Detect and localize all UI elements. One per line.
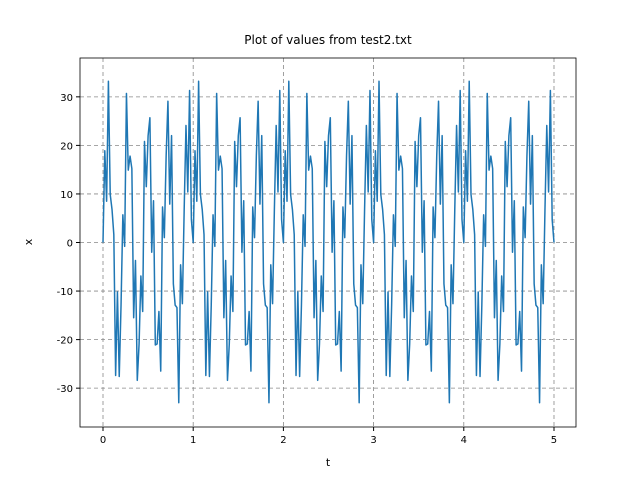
x-tick-label: 2: [280, 435, 286, 446]
y-tick-label: 0: [67, 239, 73, 250]
y-tick-label: -30: [57, 384, 73, 395]
x-tick-label: 4: [461, 435, 467, 446]
data-line: [102, 80, 555, 404]
x-tick-label: 0: [100, 435, 106, 446]
x-axis-label: t: [326, 456, 331, 469]
x-tick-label: 1: [190, 435, 196, 446]
x-tick-label: 3: [370, 435, 376, 446]
y-tick-label: 10: [60, 190, 73, 201]
plot-frame: [79, 57, 577, 428]
y-tick-label: -20: [57, 336, 73, 347]
y-tick-label: -10: [57, 287, 73, 298]
y-axis-label: x: [22, 238, 35, 245]
chart-title: Plot of values from test2.txt: [244, 33, 412, 47]
x-tick-label: 5: [551, 435, 557, 446]
y-tick-label: 20: [60, 141, 73, 152]
y-tick-label: 30: [60, 93, 73, 104]
